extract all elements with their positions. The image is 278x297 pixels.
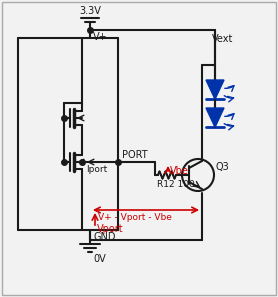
Text: Vext: Vext [212,34,233,44]
Text: Vbe: Vbe [170,166,189,176]
Text: GND: GND [93,232,115,242]
Text: V+ - Vport - Vbe: V+ - Vport - Vbe [98,213,172,222]
Text: Iport: Iport [86,165,107,174]
Polygon shape [206,108,224,127]
Text: R12 100: R12 100 [157,180,195,189]
Text: Vport: Vport [97,224,124,234]
Text: V+: V+ [93,32,108,42]
Text: Q3: Q3 [216,162,230,172]
Text: PORT: PORT [122,150,148,160]
Text: 3.3V: 3.3V [79,6,101,16]
Polygon shape [206,80,224,99]
Text: 0V: 0V [93,254,106,264]
